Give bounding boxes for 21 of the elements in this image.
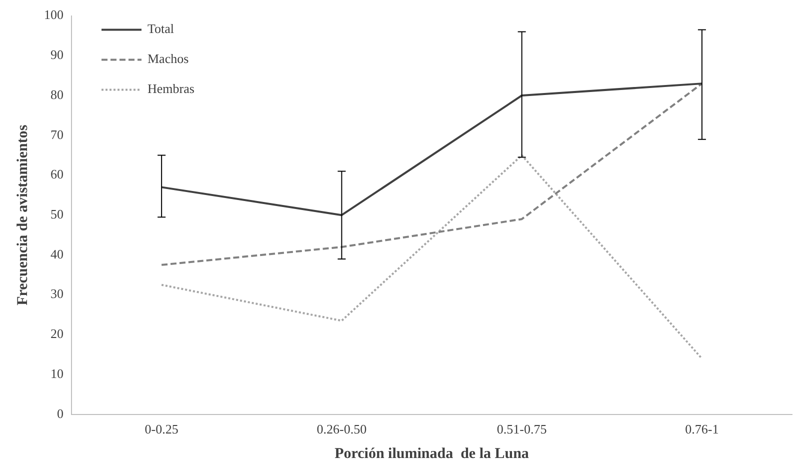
- y-tick-label: 0: [57, 406, 64, 421]
- x-axis-title: Porción iluminada de la Luna: [334, 446, 530, 462]
- x-tick-label: 0.76-1: [685, 422, 719, 437]
- y-tick-label: 10: [50, 366, 64, 381]
- y-tick-label: 50: [50, 206, 64, 222]
- y-tick-label: 20: [50, 326, 64, 342]
- y-tick-label: 30: [50, 286, 64, 302]
- y-tick-label: 60: [50, 166, 64, 182]
- y-tick-label: 90: [50, 47, 64, 62]
- y-tick-label: 40: [50, 246, 64, 262]
- x-tick-label: 0.26-0.50: [316, 422, 367, 437]
- legend-label: Hembras: [148, 81, 194, 96]
- y-tick-label: 100: [44, 7, 64, 22]
- x-tick-label: 0.51-0.75: [496, 422, 547, 437]
- legend-label: Machos: [148, 51, 189, 66]
- legend-label: Total: [148, 21, 174, 36]
- x-tick-label: 0-0.25: [144, 422, 178, 437]
- y-tick-label: 80: [50, 86, 64, 102]
- y-axis-title: Frecuencia de avistamientos: [14, 124, 31, 306]
- y-tick-label: 70: [50, 126, 64, 142]
- line-series: [160, 154, 703, 360]
